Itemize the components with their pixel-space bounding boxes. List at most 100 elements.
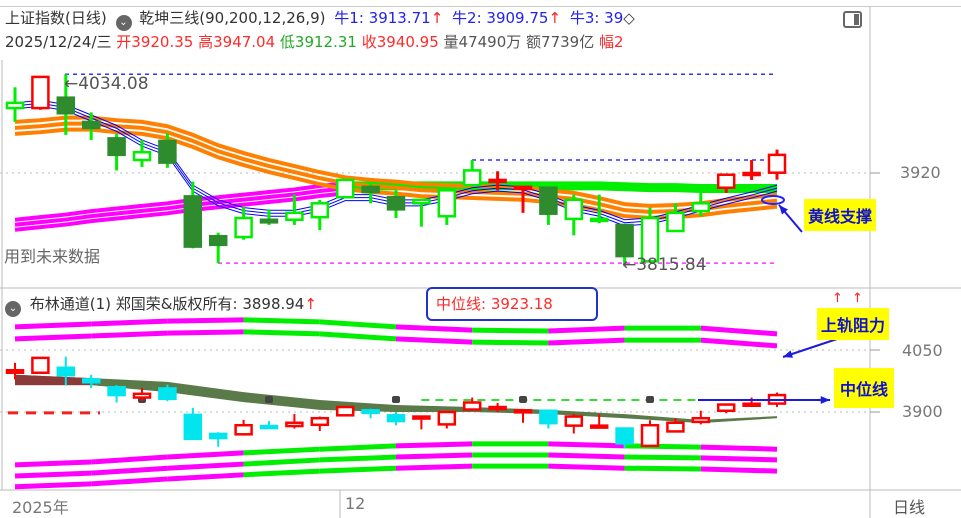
sub-candle-body [234, 423, 253, 436]
sub-indicator-header: ⌄ 布林通道(1) 郑国荣&版权所有: 3898.94↑ [5, 295, 317, 317]
bollinger-band-upper2 [700, 337, 778, 349]
sub-candle-body [386, 414, 406, 423]
orange-band-line [14, 115, 778, 208]
bollinger-band-upper2 [167, 329, 244, 336]
chevron-down-icon[interactable]: ⌄ [5, 301, 21, 317]
up-arrow-icon: ↑ [852, 291, 863, 306]
main-candle-body [310, 202, 330, 219]
high: 高3947.04 [198, 33, 276, 51]
bollinger-band-lower1 [243, 446, 320, 456]
sub-candle-body [513, 409, 533, 414]
bollinger-band-lower2 [548, 452, 625, 460]
main-candle-body [640, 216, 660, 263]
sub-candle-body [310, 416, 330, 427]
signal-dot [519, 396, 527, 404]
main-candle-body [5, 101, 25, 110]
main-candle-body [513, 185, 533, 191]
bollinger-band-upper2 [14, 333, 92, 342]
bollinger-band-upper2 [91, 330, 168, 339]
indicator-name: 乾坤三线(90,200,12,26,9) [139, 9, 326, 27]
main-candle-body [31, 75, 50, 110]
slow-band-line [14, 191, 346, 232]
main-candle-body [259, 218, 279, 224]
sub-candle-body [335, 405, 355, 417]
main-candle-body [666, 211, 685, 233]
bollinger-band-upper1 [167, 317, 244, 324]
main-candle-body [386, 195, 406, 211]
bollinger-band-upper1 [14, 321, 92, 330]
date: 2025/12/24/三 [5, 33, 112, 51]
bollinger-band-lower2 [243, 457, 320, 467]
sub-candle-body [539, 409, 558, 425]
up-arrow-icon: ↑ [430, 9, 444, 27]
sub-candle-body [158, 387, 177, 401]
signal-dot [646, 396, 654, 404]
sub-candle-body [259, 424, 279, 430]
sub-candle-body [691, 416, 711, 424]
bollinger-band-upper2 [319, 331, 397, 342]
bollinger-band-upper1 [319, 319, 397, 330]
niu2-value: 牛2: 3909.75 [452, 9, 549, 27]
sub-candle-body [31, 356, 50, 374]
sub-candle-body [361, 409, 380, 415]
bollinger-band-upper1 [700, 325, 778, 337]
bollinger-band-lower1 [91, 454, 168, 465]
main-axis-tick: 3920 [900, 163, 941, 182]
slow-band-line [14, 186, 346, 227]
sub-candle-body [56, 366, 76, 377]
signal-dot [265, 396, 273, 404]
up-arrow-icon: ↑ [304, 295, 317, 313]
bollinger-band-lower1 [624, 443, 701, 450]
sub-candle-body [488, 405, 507, 411]
main-candle-body [462, 169, 482, 187]
main-candle-body [742, 171, 761, 177]
main-candle-body [158, 139, 177, 164]
bollinger-band-upper1 [472, 327, 549, 334]
bollinger-band-lower1 [14, 459, 92, 468]
bollinger-band-lower1 [319, 443, 397, 452]
support-highlight-ellipse [761, 195, 785, 205]
volume: 量47490万 [443, 33, 522, 51]
sub-candle-body [666, 421, 685, 433]
slow-band-line [14, 181, 346, 222]
bollinger-band-lower3 [243, 468, 320, 478]
sub-candle-body [742, 402, 761, 407]
main-candle-body [691, 202, 711, 213]
midline-cloud-early [15, 374, 92, 386]
bollinger-band-lower3 [700, 466, 778, 474]
bollinger-band-lower2 [395, 452, 473, 460]
diamond-icon[interactable]: ◇ [623, 9, 635, 27]
sub-candle-body [462, 401, 482, 411]
bollinger-band-lower2 [14, 470, 92, 479]
main-candle-body [208, 234, 228, 247]
period-button[interactable]: 日线 [893, 498, 926, 517]
sub-axis-tick: 3900 [902, 402, 943, 421]
main-candle-body [81, 120, 101, 130]
high-mark-label: ←4034.08 [64, 74, 149, 94]
sub-candle-body [615, 427, 634, 445]
bollinger-band-upper2 [395, 336, 473, 345]
low-mark-label: ←3815.84 [622, 255, 707, 275]
resistance-arrow-icon [782, 337, 841, 358]
sub-candle-body [208, 432, 228, 440]
main-candle-body [56, 96, 76, 115]
midline-value: 中位线: 3923.18 [436, 295, 553, 313]
main-candle-body [615, 223, 634, 258]
main-candle-body [437, 189, 457, 218]
time-label: 2025年 [12, 498, 69, 517]
main-candle-body [539, 186, 558, 215]
bollinger-title: 布林通道(1) 郑国荣&版权所有: 3898.94 [29, 295, 305, 313]
up-arrow-icon: ↑ [832, 291, 843, 306]
chevron-down-icon[interactable]: ⌄ [115, 15, 132, 31]
annotation-midline: 中位线 [834, 368, 895, 408]
bollinger-band-lower2 [167, 461, 244, 471]
panel-toggle-icon[interactable] [843, 11, 862, 28]
up-arrow-icon: ↑ [548, 9, 562, 27]
sub-candle-body [5, 369, 25, 374]
bollinger-band-lower3 [91, 476, 168, 487]
bollinger-band-lower3 [167, 472, 244, 482]
sub-candle-body [412, 415, 431, 420]
sub-candle-body [640, 423, 660, 448]
close: 收3940.95 [361, 33, 439, 51]
